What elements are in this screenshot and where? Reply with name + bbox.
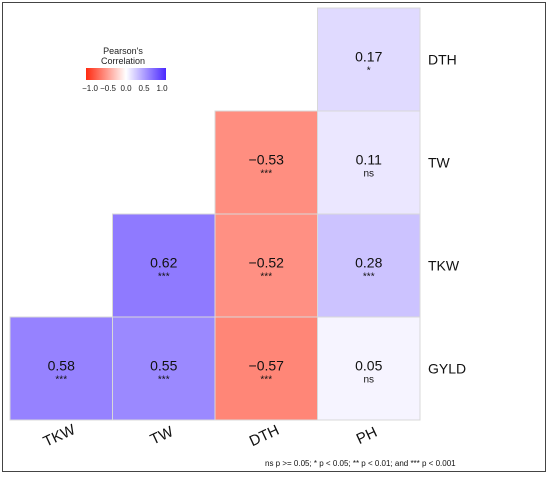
cell-tkw-ph: [317, 213, 421, 318]
cell-tkw-dth: [214, 213, 318, 318]
row-label-dth: DTH: [428, 52, 457, 68]
col-label-ph: PH: [354, 424, 380, 448]
legend-tick-0: −1.0: [82, 84, 98, 93]
cell-value-gyld-tw: 0.55: [150, 358, 177, 374]
cell-value-gyld-ph: 0.05: [355, 358, 382, 374]
cell-value-tkw-tw: 0.62: [150, 255, 177, 271]
cell-value-tkw-ph: 0.28: [355, 255, 382, 271]
row-label-gyld: GYLD: [428, 361, 466, 377]
col-label-dth: DTH: [247, 422, 282, 450]
cell-gyld-dth: [214, 316, 318, 421]
col-label-tw: TW: [148, 423, 177, 449]
row-label-tw: TW: [428, 155, 451, 171]
cell-gyld-tw: [112, 316, 216, 421]
cell-significance-tw-dth: ***: [260, 169, 272, 180]
cell-value-gyld-dth: −0.57: [249, 358, 285, 374]
col-label-tkw: TKW: [41, 421, 79, 451]
cell-value-dth-ph: 0.17: [355, 49, 382, 65]
chart-frame: 0.17 * −0.53 *** 0.11 ns 0.62 *** −0.52 *** 0.28 **…: [2, 2, 546, 472]
cell-significance-gyld-ph: ns: [363, 375, 374, 386]
cell-tw-dth: [214, 110, 318, 215]
legend-colorbar: [86, 68, 166, 80]
legend-title-line-2: Correlation: [101, 56, 145, 66]
legend-title-line-1: Pearson's: [103, 46, 143, 56]
cell-significance-tkw-tw: ***: [158, 272, 170, 283]
cell-significance-gyld-tkw: ***: [55, 375, 67, 386]
cell-gyld-ph: [317, 316, 421, 421]
cell-value-tw-dth: −0.53: [249, 152, 285, 168]
cell-significance-tkw-dth: ***: [260, 272, 272, 283]
cell-value-gyld-tkw: 0.58: [48, 358, 75, 374]
cell-significance-tw-ph: ns: [363, 169, 374, 180]
legend-tick-3: 0.5: [138, 84, 150, 93]
cell-tw-ph: [317, 110, 421, 215]
row-label-tkw: TKW: [428, 258, 460, 274]
cell-significance-gyld-dth: ***: [260, 375, 272, 386]
cell-gyld-tkw: [9, 316, 113, 421]
cell-dth-ph: [317, 7, 421, 112]
cell-significance-tkw-ph: ***: [363, 272, 375, 283]
legend-tick-4: 1.0: [156, 84, 168, 93]
cell-significance-dth-ph: *: [367, 66, 371, 77]
cell-tkw-tw: [112, 213, 216, 318]
significance-footnote: ns p >= 0.05; * p < 0.05; ** p < 0.01; a…: [265, 459, 456, 468]
legend-tick-1: −0.5: [100, 84, 116, 93]
legend: Pearson's Correlation −1.0 −0.5 0.0 0.5 1.0: [82, 46, 168, 93]
cell-value-tw-ph: 0.11: [356, 152, 382, 168]
correlation-heatmap: 0.17*−0.53***0.11ns0.62***−0.52***0.28**…: [9, 7, 466, 468]
legend-tick-2: 0.0: [120, 84, 132, 93]
cell-significance-gyld-tw: ***: [158, 375, 170, 386]
cell-value-tkw-dth: −0.52: [249, 255, 285, 271]
